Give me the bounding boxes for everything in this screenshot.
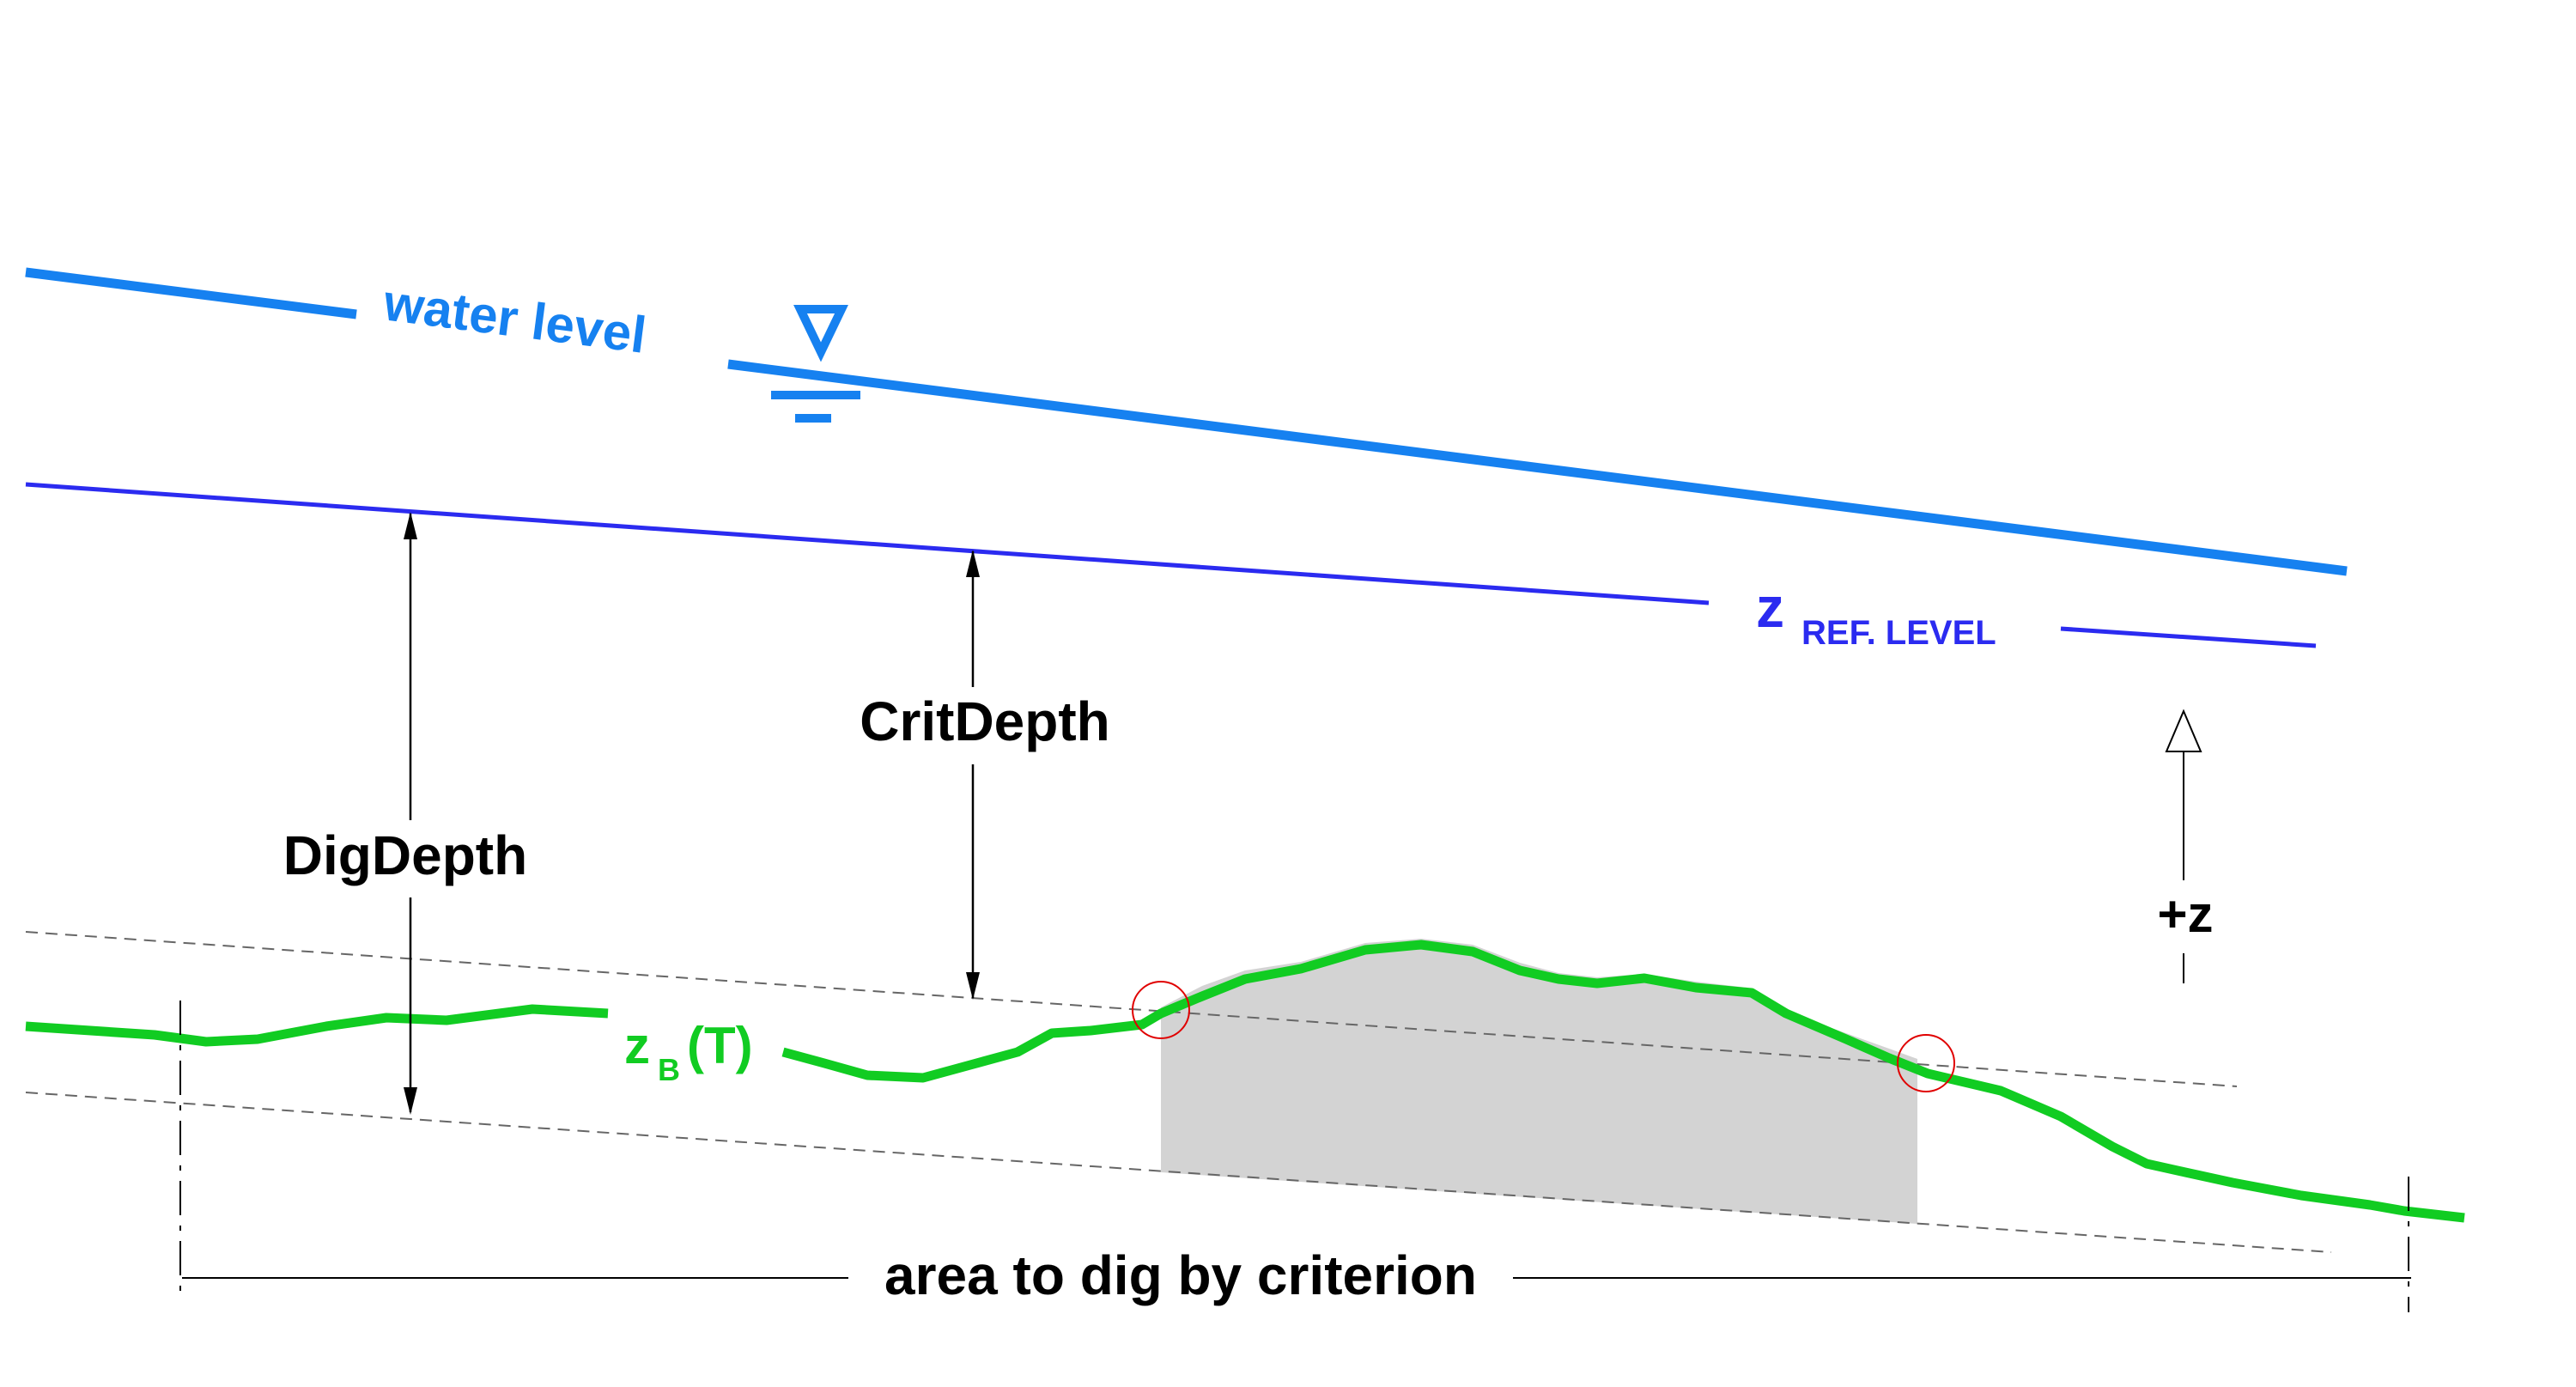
- water-surface-triangle-icon: [771, 305, 860, 423]
- terrain-label-symbol: z: [624, 1017, 650, 1074]
- terrain-label-argument: (T): [687, 1017, 753, 1074]
- reference-level-line-right: [2060, 626, 2317, 648]
- dig-area-fill: [1161, 939, 1917, 1224]
- water-level-line-right: [727, 359, 2348, 576]
- terrain-line-right: [781, 940, 2465, 1223]
- crit-depth-arrow-top: [966, 550, 980, 577]
- terrain-label-subscript: B: [658, 1052, 680, 1087]
- dig-depth-arrow-top: [404, 512, 417, 539]
- intersection-marker-right: [1897, 1034, 1955, 1092]
- dig-depth-label: DigDepth: [283, 824, 527, 886]
- z-axis-label: +z: [2157, 885, 2213, 943]
- dig-depth-offset-line: [25, 1092, 2332, 1253]
- crit-depth-arrow-bottom: [966, 972, 980, 1000]
- dig-area-label: area to dig by criterion: [884, 1244, 1477, 1306]
- water-level-label: water level: [380, 273, 649, 364]
- crit-depth-label: CritDepth: [860, 690, 1110, 752]
- intersection-marker-left: [1132, 981, 1190, 1039]
- dig-depth-arrow-bottom: [404, 1087, 417, 1115]
- reference-level-subscript: REF. LEVEL: [1801, 614, 1996, 652]
- reference-level-line-left: [25, 482, 1710, 605]
- reference-level-symbol: z: [1756, 575, 1784, 639]
- up-arrow-icon: [2165, 709, 2202, 983]
- critical-depth-offset-line: [25, 931, 2238, 1087]
- terrain-line-left: [25, 1004, 609, 1047]
- water-level-line-left: [25, 267, 357, 319]
